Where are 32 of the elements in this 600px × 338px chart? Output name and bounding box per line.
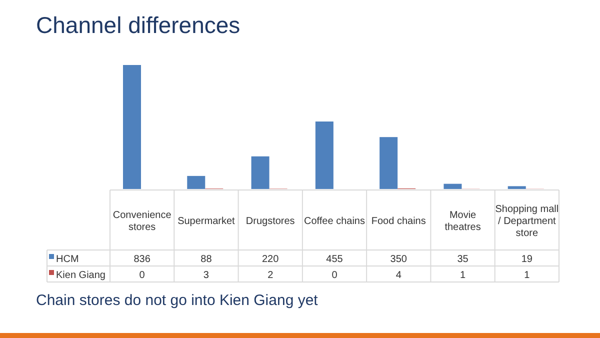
bar: [315, 122, 334, 189]
bar: [508, 186, 526, 189]
text: Chain stores do not go into Kien Giang yet: [36, 292, 319, 309]
x-tick-label: Shopping mall / Department store: [495, 204, 559, 239]
bar: [380, 137, 398, 189]
x-tick-label: Food chains: [371, 216, 426, 227]
bar: [187, 176, 206, 189]
data-label: 2: [268, 270, 274, 281]
data-label: 35: [457, 254, 469, 265]
x-tick-label: Coffee chains: [304, 216, 365, 227]
x-tick-label: Convenience stores: [112, 210, 172, 233]
data-label: 220: [262, 254, 280, 265]
bar: [123, 65, 141, 189]
x-tick-label: Supermarket: [178, 216, 236, 227]
data-label: 0: [139, 270, 146, 281]
data-label: 836: [134, 254, 151, 265]
data-label: 0: [332, 270, 338, 281]
legend-label: HCM: [56, 254, 79, 265]
data-label: 4: [396, 270, 402, 281]
data-label: 19: [521, 254, 533, 265]
data-label: 88: [200, 254, 212, 265]
data-label: 350: [390, 254, 408, 265]
data-label: 1: [460, 270, 466, 281]
chart-title: Channel differences: [36, 12, 240, 38]
bar: [444, 184, 462, 189]
data-label: 455: [326, 254, 344, 265]
x-tick-label: Drugstores: [246, 216, 295, 227]
data-label: 3: [203, 270, 210, 281]
x-tick-label: Movie theatres: [444, 210, 481, 233]
data-label: 1: [524, 270, 530, 281]
legend-label: Kien Giang: [56, 270, 106, 281]
bar: [251, 156, 270, 189]
